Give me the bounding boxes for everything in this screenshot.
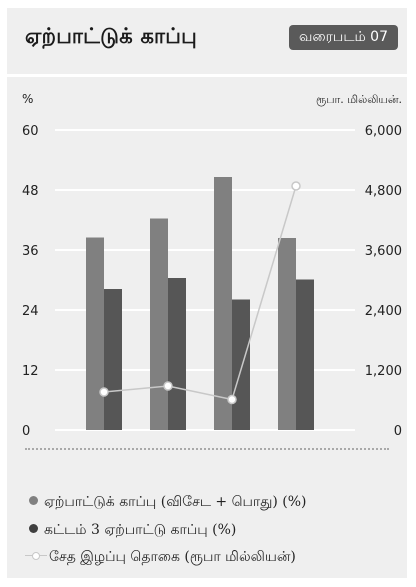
right-tick-label: 0 xyxy=(394,424,402,439)
legend-item-stage3-reserve: கட்டம் 3 ஏற்பாட்டு காப்பு (%) xyxy=(29,522,236,540)
chart-title: ஏற்பாட்டுக் காப்பு xyxy=(25,24,198,48)
chart-header: ஏற்பாட்டுக் காப்பு வரைபடம் 07 xyxy=(7,8,407,72)
bar-stage3-reserve xyxy=(168,278,186,430)
line-impairment-amount xyxy=(103,185,297,401)
bar-reserve-total xyxy=(86,237,104,430)
chart-card: ஏற்பாட்டுக் காப்பு வரைபடம் 07 % ரூபா. மில… xyxy=(7,8,407,578)
point-impairment-amount xyxy=(163,381,173,391)
right-tick-label: 1,200 xyxy=(365,364,402,379)
left-tick-label: 60 xyxy=(22,124,39,139)
legend-swatch-stage3-reserve xyxy=(29,524,38,533)
right-tick-label: 4,800 xyxy=(365,184,402,199)
left-tick-label: 0 xyxy=(22,424,30,439)
right-tick-label: 3,600 xyxy=(365,244,402,259)
bar-stage3-reserve xyxy=(296,279,314,430)
legend-label-stage3-reserve: கட்டம் 3 ஏற்பாட்டு காப்பு (%) xyxy=(44,522,237,538)
left-tick-label: 24 xyxy=(22,304,39,319)
bar-stage3-reserve xyxy=(104,289,122,430)
legend-label-reserve-total: ஏற்பாட்டுக் காப்பு (விசேட + பொது) (%) xyxy=(44,494,307,510)
x-tick-label: 2019 xyxy=(214,447,250,448)
legend-item-impairment-amount: சேத இழப்பு தொகை (ரூபா மில்லியன்) xyxy=(25,549,296,567)
right-tick-label: 2,400 xyxy=(365,304,402,319)
bar-stage3-reserve xyxy=(232,299,250,430)
right-tick-label: 6,000 xyxy=(365,124,402,139)
figure-number-badge: வரைபடம் 07 xyxy=(289,25,398,50)
legend-item-reserve-total: ஏற்பாட்டுக் காப்பு (விசேட + பொது) (%) xyxy=(29,494,307,512)
legend-label-impairment-amount: சேத இழப்பு தொகை (ரூபா மில்லியன்) xyxy=(49,549,296,565)
x-tick-label: 2020 xyxy=(278,447,314,448)
x-tick-label: 2018 xyxy=(150,447,186,448)
header-divider xyxy=(7,74,407,77)
chart-plot-area: % ரூபா. மில்லியன். 0 0 12 1,200 24 2,400 36 3,600… xyxy=(22,92,402,448)
left-tick-label: 12 xyxy=(22,364,39,379)
bar-reserve-total xyxy=(214,177,232,430)
left-tick-label: 36 xyxy=(22,244,39,259)
right-axis-unit: ரூபா. மில்லியன். xyxy=(316,93,402,106)
bar-reserve-total xyxy=(150,218,168,430)
legend-swatch-impairment-amount xyxy=(25,551,47,561)
x-tick-label: 2017 xyxy=(86,447,122,448)
legend-swatch-reserve-total xyxy=(29,496,38,505)
bar-reserve-total xyxy=(278,238,296,430)
legend-divider xyxy=(25,448,389,450)
point-impairment-amount xyxy=(99,387,109,397)
left-axis-unit: % xyxy=(22,92,33,106)
point-impairment-amount xyxy=(291,181,301,191)
left-tick-label: 48 xyxy=(22,184,39,199)
point-impairment-amount xyxy=(227,394,237,405)
